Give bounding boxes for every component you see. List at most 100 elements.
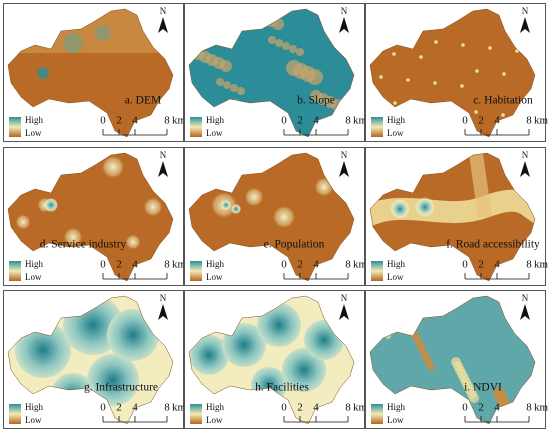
settlement <box>488 46 492 50</box>
region <box>370 9 535 137</box>
zone <box>221 200 231 210</box>
settlement <box>434 40 438 44</box>
legend-low: Low <box>25 272 42 282</box>
legend-high: High <box>387 402 406 412</box>
north-label: N <box>341 150 348 160</box>
north-arrow <box>158 161 168 177</box>
scale-tick-label: 0 <box>100 259 106 271</box>
scale-tick-label: 2 <box>478 115 484 127</box>
panel-label: b. Slope <box>297 95 335 107</box>
scale-unit: km <box>534 115 549 127</box>
road-band <box>468 153 492 218</box>
north-label: N <box>160 293 167 303</box>
legend-low: Low <box>387 415 404 425</box>
scale-tick-label: 0 <box>100 115 106 127</box>
scale-tick-label: 0 <box>100 402 106 414</box>
scale-tick-label: 2 <box>116 259 122 271</box>
panel-label: a. DEM <box>125 95 161 107</box>
north-label: N <box>341 6 348 16</box>
panel-label: e. Population <box>264 239 325 251</box>
map-panel: N High Low g. Infrastructure 0 2 4 8 km <box>3 290 187 429</box>
scale-tick-label: 4 <box>313 259 319 271</box>
zone <box>244 187 264 207</box>
legend-ramp <box>190 117 202 137</box>
scale-tick-label: 8 <box>164 115 170 127</box>
map-area <box>189 153 354 281</box>
region <box>189 9 354 137</box>
region-outline <box>188 152 355 282</box>
panel-label: c. Habitation <box>473 95 533 107</box>
panel-label: d. Service industry <box>40 239 127 251</box>
north-arrow <box>339 161 349 177</box>
scale-tick-label: 8 <box>526 115 532 127</box>
legend-high: High <box>387 259 406 269</box>
legend-low: Low <box>387 128 404 138</box>
north-arrow <box>520 17 530 33</box>
scale-tick-label: 0 <box>462 115 468 127</box>
scale-tick-label: 8 <box>526 402 532 414</box>
map-area <box>370 296 535 424</box>
settlement <box>419 55 423 59</box>
scale-tick-label: 0 <box>462 402 468 414</box>
zone <box>390 199 410 219</box>
region-outline <box>188 295 355 425</box>
region-outline <box>369 295 536 425</box>
legend-low: Low <box>206 415 223 425</box>
scale-tick-label: 8 <box>164 259 170 271</box>
scale-tick-label: 2 <box>297 115 303 127</box>
terrain <box>37 67 49 79</box>
terrain <box>237 87 245 95</box>
scale-tick-label: 4 <box>132 115 138 127</box>
vegetation <box>469 393 479 403</box>
terrain <box>268 36 276 44</box>
legend-low: Low <box>206 272 223 282</box>
scale-tick-label: 8 <box>345 115 351 127</box>
zone <box>87 354 139 406</box>
zone <box>15 214 31 230</box>
zone <box>15 322 71 378</box>
north-label: N <box>341 293 348 303</box>
region-outline <box>7 8 174 138</box>
scale-tick-label: 2 <box>116 115 122 127</box>
scale-unit: km <box>534 402 549 414</box>
terrain <box>310 90 322 102</box>
north-label: N <box>522 293 529 303</box>
zone <box>189 335 229 375</box>
region <box>189 153 354 281</box>
scale-tick-label: 4 <box>132 259 138 271</box>
zone <box>143 197 163 217</box>
terrain <box>275 39 283 47</box>
legend-low: Low <box>387 272 404 282</box>
settlement <box>460 84 464 88</box>
zone <box>231 204 241 214</box>
vegetation <box>427 363 435 371</box>
scale-tick-label: 2 <box>478 402 484 414</box>
terrain <box>282 42 290 50</box>
map-panel: N High Low f. Road accessibility 0 2 4 8 km <box>365 147 549 286</box>
legend-high: High <box>206 402 225 412</box>
legend-ramp <box>371 404 383 424</box>
scale-unit: km <box>353 259 368 271</box>
north-arrow <box>339 304 349 320</box>
legend-high: High <box>387 115 406 125</box>
scale-tick-label: 0 <box>462 259 468 271</box>
terrain <box>296 48 304 56</box>
scale-tick-label: 4 <box>132 402 138 414</box>
north-arrow <box>158 17 168 33</box>
map-panel: N High Low c. Habitation 0 2 4 8 km <box>365 3 549 142</box>
terrain <box>230 84 238 92</box>
map-area <box>370 9 535 137</box>
zone <box>415 197 435 217</box>
legend-ramp <box>371 117 383 137</box>
map-panel: N High Low h. Facilities 0 2 4 8 km <box>184 290 368 429</box>
scale-tick-label: 2 <box>297 259 303 271</box>
north-arrow <box>520 304 530 320</box>
scale-tick-label: 4 <box>494 259 500 271</box>
scale-tick-label: 0 <box>281 402 287 414</box>
map-panel: N High Low e. Population 0 2 4 8 km <box>184 147 368 286</box>
terrain <box>289 45 297 53</box>
map-panel: N High Low b. Slope 0 2 4 8 km <box>184 3 368 142</box>
legend-low: Low <box>25 128 42 138</box>
scale-tick-label: 4 <box>494 115 500 127</box>
